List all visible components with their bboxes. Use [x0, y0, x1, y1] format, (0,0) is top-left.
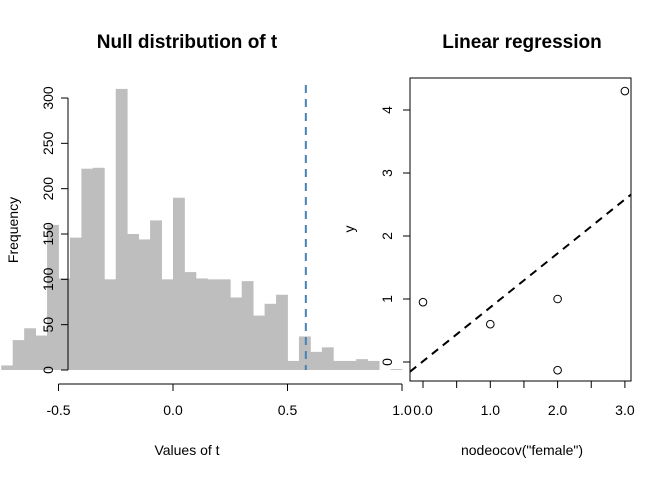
histogram-y-label: Frequency: [5, 197, 21, 263]
histogram-bar: [1, 365, 14, 370]
histogram-bar: [356, 359, 369, 370]
histogram-x-axis: -0.5 0.0 0.5 1.0: [46, 383, 412, 418]
histogram-bar: [92, 167, 105, 370]
histogram-bar: [287, 360, 300, 370]
histogram-title: Null distribution of t: [97, 32, 278, 53]
histogram-bar: [12, 340, 25, 370]
histogram-bar: [69, 237, 82, 370]
x-tick-label: -0.5: [46, 402, 70, 418]
histogram-bar: [276, 294, 288, 370]
histogram-bar: [184, 272, 197, 370]
y-tick-label: 4: [379, 106, 395, 114]
histogram-bar: [333, 360, 346, 370]
y-tick-label: 200: [40, 177, 56, 201]
histogram-bar: [173, 197, 185, 370]
y-tick-label: 100: [40, 267, 56, 291]
histogram-bar: [264, 303, 277, 370]
regression-y-label: y: [341, 226, 357, 233]
histogram-bar: [195, 278, 208, 370]
histogram-bar: [24, 328, 36, 370]
y-tick-label: 3: [379, 169, 395, 177]
y-tick-label: 1: [379, 295, 395, 303]
histogram-bar: [241, 281, 254, 370]
y-tick-label: 2: [379, 232, 395, 240]
histogram-bar: [81, 168, 94, 370]
histogram-bar: [253, 315, 265, 370]
data-point: [553, 294, 562, 304]
regression-line: [409, 193, 632, 373]
histogram-bar: [207, 279, 220, 370]
data-point: [620, 86, 630, 96]
y-tick-label: 250: [40, 131, 56, 155]
x-tick-label: 1.0: [392, 402, 412, 418]
y-tick-label: 50: [40, 317, 56, 333]
histogram-bar: [104, 279, 117, 370]
y-tick-label: 150: [40, 222, 56, 246]
regression-x-label: nodeocov("female"): [461, 442, 583, 458]
histogram-bar: [127, 234, 140, 370]
regression-y-axis: 0 1 2 3 4: [379, 106, 410, 366]
y-tick-label: 0: [40, 366, 56, 374]
histogram-bar: [47, 224, 59, 370]
x-tick-label: 1.0: [481, 402, 501, 418]
x-tick-label: 0.0: [163, 402, 183, 418]
data-point: [486, 319, 495, 329]
histogram-bar: [161, 279, 174, 370]
regression-title: Linear regression: [442, 32, 601, 53]
x-tick-label: 0.0: [413, 402, 433, 418]
histogram-bar: [115, 88, 128, 371]
histogram-bar: [35, 335, 48, 370]
histogram-bar: [344, 360, 357, 370]
x-tick-label: 2.0: [548, 402, 568, 418]
y-tick-label: 0: [379, 358, 395, 366]
regression-x-axis: 0.0 1.0 2.0 3.0: [413, 381, 635, 418]
histogram-panel: Null distribution of t -0.5 0.0 0.5 1.0 0 50…: [1, 32, 412, 458]
histogram-bar: [390, 369, 403, 370]
histogram-bar: [367, 360, 380, 370]
histogram-bar: [218, 279, 231, 370]
histogram-y-axis: 0 50 100 150 200 250 300: [40, 86, 69, 374]
scatter-points: [418, 86, 630, 375]
histogram-bar: [230, 297, 243, 370]
y-tick-label: 300: [40, 86, 56, 110]
data-point: [418, 297, 428, 307]
x-tick-label: 0.5: [278, 402, 298, 418]
histogram-bar: [321, 347, 334, 370]
histogram-x-label: Values of t: [154, 442, 219, 458]
x-tick-label: 3.0: [615, 402, 635, 418]
histogram-bar: [310, 351, 323, 370]
plot-box: [409, 77, 632, 382]
histogram-bars: [1, 88, 403, 371]
data-point: [553, 365, 562, 375]
histogram-bar: [150, 220, 162, 370]
histogram-bar: [138, 239, 151, 370]
